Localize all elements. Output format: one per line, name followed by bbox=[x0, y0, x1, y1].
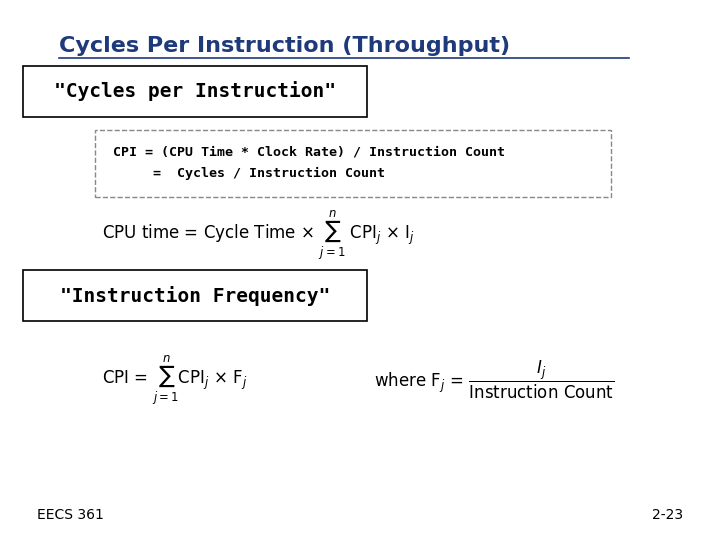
Text: Cycles Per Instruction (Throughput): Cycles Per Instruction (Throughput) bbox=[59, 36, 510, 56]
Text: =  Cycles / Instruction Count: = Cycles / Instruction Count bbox=[112, 167, 384, 180]
Text: EECS 361: EECS 361 bbox=[37, 509, 104, 523]
Text: 2-23: 2-23 bbox=[652, 509, 683, 523]
Text: CPI = $\sum_{j=1}^{n}$CPI$_j$ $\times$ F$_j$: CPI = $\sum_{j=1}^{n}$CPI$_j$ $\times$ F… bbox=[102, 354, 248, 407]
Text: CPU time = Cycle Time $\times$ $\sum_{j=1}^{n}$ CPI$_j$ $\times$ I$_j$: CPU time = Cycle Time $\times$ $\sum_{j=… bbox=[102, 208, 415, 262]
FancyBboxPatch shape bbox=[23, 270, 367, 321]
Text: "Instruction Frequency": "Instruction Frequency" bbox=[60, 286, 330, 306]
Text: where F$_j$ = $\dfrac{I_j}{\mathrm{Instruction\ Count}}$: where F$_j$ = $\dfrac{I_j}{\mathrm{Instr… bbox=[374, 359, 615, 401]
FancyBboxPatch shape bbox=[23, 66, 367, 117]
Text: CPI = (CPU Time * Clock Rate) / Instruction Count: CPI = (CPU Time * Clock Rate) / Instruct… bbox=[112, 145, 505, 158]
FancyBboxPatch shape bbox=[94, 130, 611, 198]
Text: "Cycles per Instruction": "Cycles per Instruction" bbox=[54, 82, 336, 102]
